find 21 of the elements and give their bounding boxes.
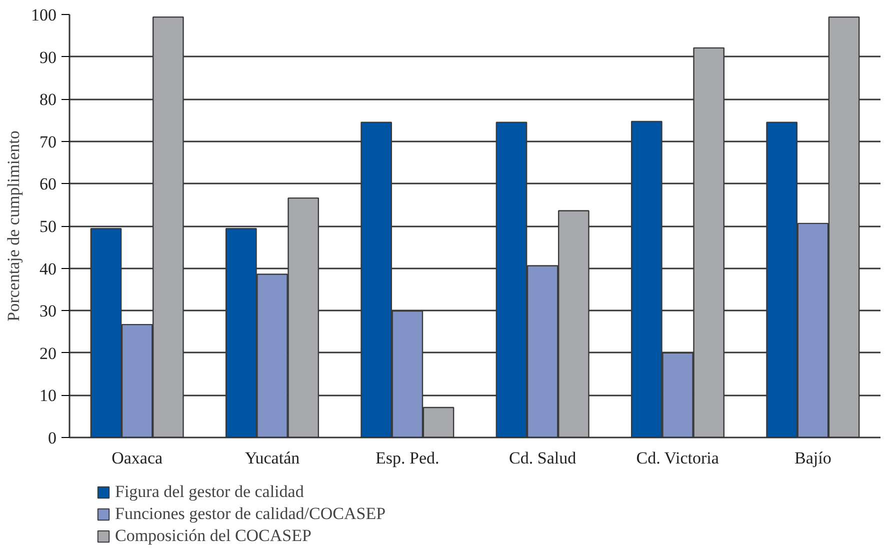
y-tick-label: 90 (40, 48, 56, 67)
y-tick-label: 100 (31, 6, 56, 24)
x-tick-label: Bajío (794, 448, 832, 468)
y-tick-label: 80 (40, 90, 56, 110)
x-tick-label: Yucatán (244, 448, 300, 468)
legend-label: Figura del gestor de calidad (115, 482, 304, 502)
y-axis-title: Porcentaje de cumplimiento (4, 130, 23, 322)
x-tick-label: Esp. Ped. (376, 448, 440, 468)
y-tick-label: 40 (40, 259, 56, 278)
y-tick-label: 50 (40, 217, 56, 236)
x-tick-label: Cd. Salud (509, 448, 577, 468)
y-tick-label: 60 (40, 174, 56, 194)
y-tick-label: 10 (40, 386, 56, 406)
y-tick-label: 0 (48, 428, 56, 448)
y-tick-label: 30 (40, 302, 56, 321)
y-tick-label: 70 (40, 132, 56, 152)
y-tick-label: 20 (40, 344, 56, 363)
legend-label: Funciones gestor de calidad/COCASEP (115, 504, 386, 524)
x-tick-label: Oaxaca (112, 448, 164, 468)
legend-label: Composición del COCASEP (115, 526, 312, 546)
x-tick-label: Cd. Victoria (636, 448, 720, 468)
